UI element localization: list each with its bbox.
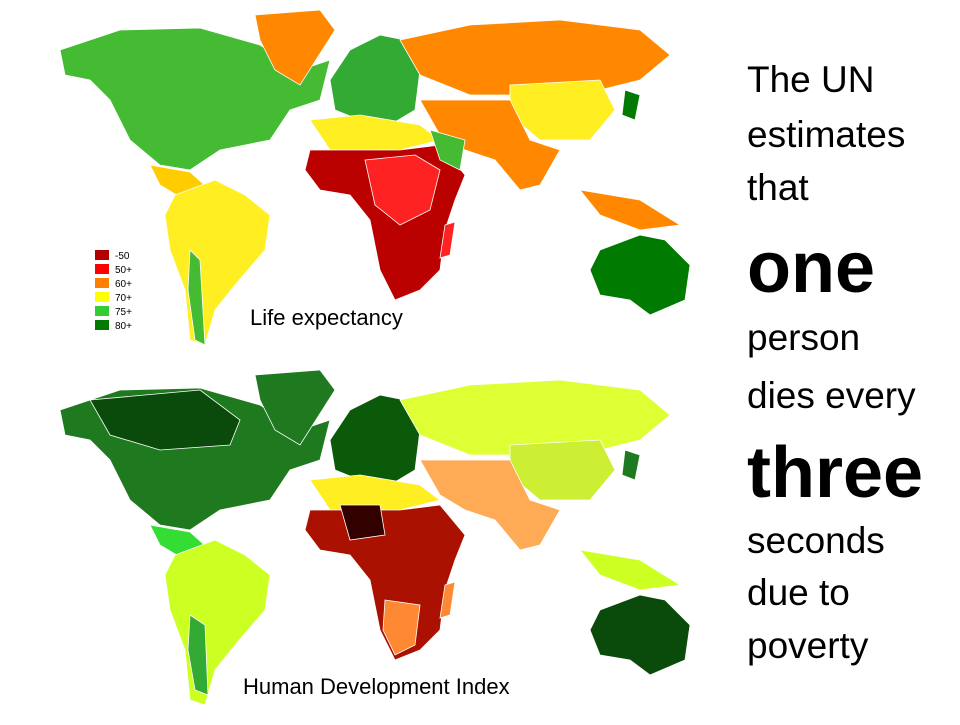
legend-label: 75+ bbox=[115, 307, 132, 318]
legend-label: 70+ bbox=[115, 293, 132, 304]
legend-swatch bbox=[95, 292, 109, 302]
russia bbox=[399, 379, 671, 456]
life-expectancy-map bbox=[59, 9, 691, 346]
legend-label: -50 bbox=[115, 251, 130, 262]
japan bbox=[621, 449, 641, 481]
quote-line: due to bbox=[747, 572, 850, 613]
indonesia bbox=[579, 189, 682, 231]
quote-line: The UN bbox=[747, 59, 874, 100]
madagascar bbox=[439, 221, 456, 259]
australia bbox=[589, 234, 691, 316]
legend-swatch bbox=[95, 250, 109, 260]
japan bbox=[621, 89, 641, 121]
sub-saharan-africa bbox=[304, 504, 466, 661]
quote: The UN estimates that one person dies every th… bbox=[747, 59, 923, 666]
europe bbox=[329, 34, 421, 126]
middle-east-india bbox=[419, 459, 561, 551]
emphasis-word: three bbox=[747, 433, 923, 513]
quote-line: seconds bbox=[747, 520, 885, 561]
greenland bbox=[254, 9, 336, 86]
arabia bbox=[429, 129, 466, 171]
map-caption: Life expectancy bbox=[250, 305, 403, 330]
legend-swatch bbox=[95, 278, 109, 288]
quote-line: person bbox=[747, 317, 860, 358]
chile-argentina bbox=[187, 614, 209, 696]
legend-swatch bbox=[95, 306, 109, 316]
sahel bbox=[339, 504, 386, 541]
madagascar bbox=[439, 581, 456, 619]
legend-label: 80+ bbox=[115, 321, 132, 332]
legend-label: 50+ bbox=[115, 265, 132, 276]
legend-swatch bbox=[95, 264, 109, 274]
north-america bbox=[59, 27, 331, 171]
europe bbox=[329, 394, 421, 486]
indonesia bbox=[579, 549, 682, 591]
canada bbox=[89, 389, 241, 451]
hdi-map bbox=[59, 369, 691, 706]
russia bbox=[399, 19, 671, 96]
legend-label: 60+ bbox=[115, 279, 132, 290]
legend-swatch bbox=[95, 320, 109, 330]
greenland bbox=[254, 369, 336, 446]
southern-africa bbox=[382, 599, 421, 656]
australia bbox=[589, 594, 691, 676]
chile-argentina bbox=[187, 249, 206, 346]
quote-line: poverty bbox=[747, 625, 869, 666]
quote-line: that bbox=[747, 167, 809, 208]
quote-line: estimates bbox=[747, 114, 905, 155]
legend: -50 50+ 60+ 70+ 75+ 80+ bbox=[95, 250, 132, 332]
emphasis-word: one bbox=[747, 228, 875, 308]
map-caption: Human Development Index bbox=[243, 674, 510, 699]
quote-line: dies every bbox=[747, 375, 916, 416]
central-africa bbox=[364, 154, 441, 226]
